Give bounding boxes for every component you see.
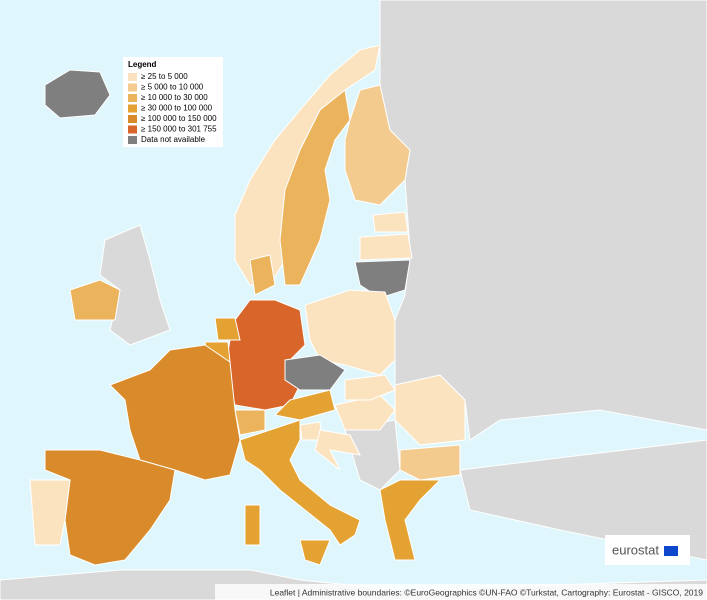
legend-label: Data not available [141, 135, 206, 144]
legend-label: ≥ 30 000 to 100 000 [141, 104, 213, 113]
attribution-bar [215, 584, 707, 600]
greece [379, 479, 442, 561]
switzerland [234, 409, 266, 436]
poland [304, 289, 396, 376]
latvia [359, 233, 413, 261]
netherlands [214, 317, 241, 341]
legend-label: ≥ 10 000 to 30 000 [141, 93, 208, 102]
denmark [249, 254, 276, 296]
estonia [372, 211, 409, 233]
croatia [314, 429, 361, 471]
legend-box [123, 57, 223, 147]
logo-text: eurostat [612, 542, 659, 557]
portugal [29, 479, 71, 546]
austria [273, 389, 336, 421]
legend-label: ≥ 25 to 5 000 [141, 72, 188, 81]
legend-title: Legend [128, 60, 157, 69]
eastern-land [379, 0, 707, 441]
france [109, 344, 241, 481]
legend-swatch [128, 83, 137, 92]
legend-swatch [128, 73, 137, 81]
italy [239, 419, 361, 546]
legend-swatch [128, 94, 137, 102]
iceland [44, 69, 111, 119]
logo: eurostat [605, 535, 690, 565]
attribution: Leaflet | Administrative boundaries: ©Eu… [270, 587, 703, 597]
legend-items: ≥ 25 to 5 000 ≥ 5 000 to 10 000≥ 10 000 t… [128, 72, 217, 144]
legend-label: ≥ 5 000 to 10 000 [141, 83, 204, 92]
ireland [69, 279, 121, 321]
bulgaria [399, 444, 461, 481]
sicily [299, 539, 331, 566]
united-kingdom [99, 224, 171, 346]
legend-label: ≥ 150 000 to 301 755 [141, 125, 217, 134]
legend-swatch [128, 104, 137, 113]
sweden [279, 89, 351, 286]
slovakia [344, 374, 396, 401]
legend-swatch [128, 125, 137, 134]
romania [394, 374, 466, 446]
sardinia [244, 504, 261, 546]
finland [344, 84, 411, 206]
legend-swatch [128, 136, 137, 144]
legend-swatch [128, 115, 137, 123]
lithuania [354, 259, 411, 299]
legend: Legend ≥ 25 to 5 000≥ 5 000 to 10 000≥ 1… [123, 57, 223, 147]
legend-label: ≥ 100 000 to 150 000 [141, 114, 217, 123]
eu-flag [664, 546, 678, 556]
